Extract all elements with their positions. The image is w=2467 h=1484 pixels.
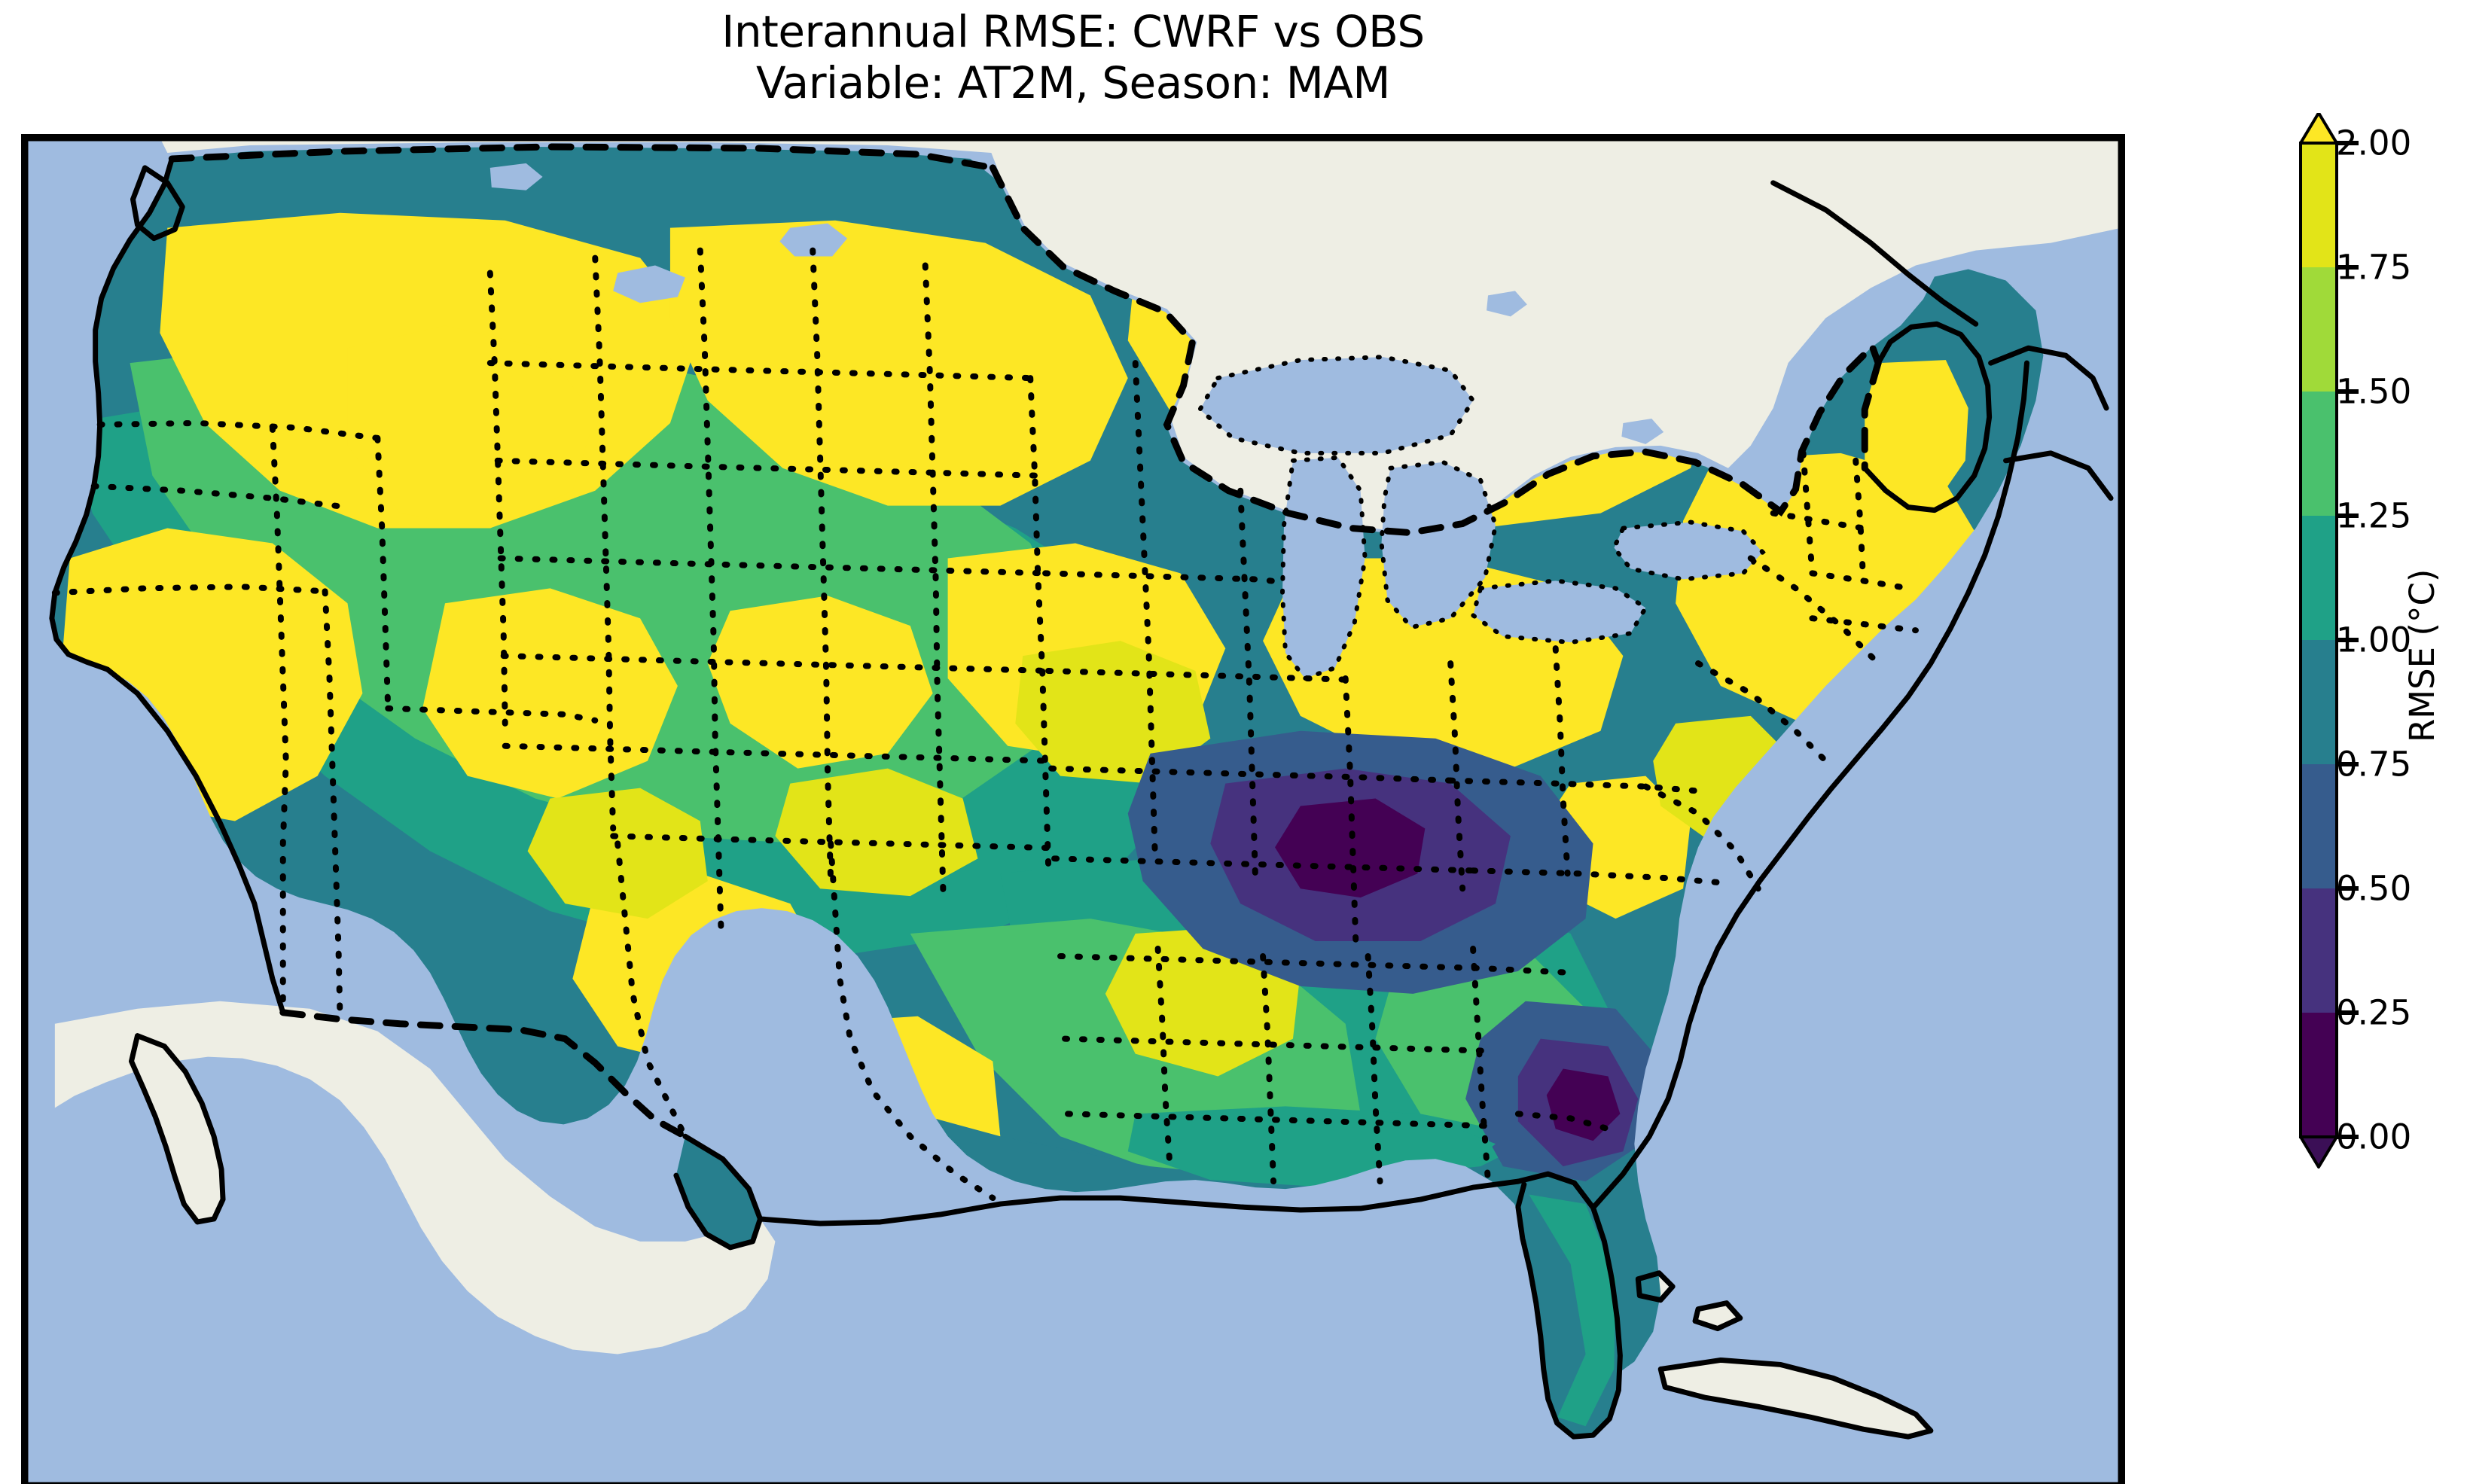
colorbar-swatches xyxy=(2299,113,2359,1169)
colorbar-tick-label-2-00: 2.00 xyxy=(2336,123,2412,163)
coastline-layer xyxy=(49,156,2114,1440)
colorbar[interactable]: 2.00 1.75 1.50 1.25 1.00 0.75 0.50 0.25 … xyxy=(2289,113,2467,1393)
colorbar-bands xyxy=(2301,143,2337,1137)
great-lakes xyxy=(489,163,1763,678)
colorbar-tick-label-0-50: 0.50 xyxy=(2336,868,2412,909)
colorbar-axis-label: RMSE (°C) xyxy=(2402,568,2442,742)
national-border-layer xyxy=(168,143,1882,1140)
rmse-contour-field xyxy=(25,138,2121,1484)
colorbar-tick-label-1-75: 1.75 xyxy=(2336,247,2412,288)
colorbar-under-arrow xyxy=(2299,1135,2338,1169)
colorbar-tick-label-0-75: 0.75 xyxy=(2336,744,2412,785)
colorbar-ticks xyxy=(2337,141,2359,1139)
map-frame xyxy=(25,138,2121,1484)
colorbar-tick-label-1-50: 1.50 xyxy=(2336,371,2412,412)
state-boundary-layer xyxy=(51,247,1919,1202)
title-line-2: Variable: AT2M, Season: MAM xyxy=(756,57,1390,109)
colorbar-tick-label-0-00: 0.00 xyxy=(2336,1117,2412,1157)
title-line-1: Interannual RMSE: CWRF vs OBS xyxy=(721,6,1425,57)
colorbar-tick-label-0-25: 0.25 xyxy=(2336,992,2412,1033)
map-plot[interactable] xyxy=(25,138,2121,1484)
colorbar-tick-label-1-25: 1.25 xyxy=(2336,495,2412,536)
figure-title: Interannual RMSE: CWRF vs OBS Variable: … xyxy=(0,6,2146,109)
colorbar-tick-label-1-00: 1.00 xyxy=(2336,620,2412,660)
map-axes[interactable] xyxy=(21,134,2125,1484)
lake-outline-layer xyxy=(1197,355,1766,681)
colorbar-over-arrow xyxy=(2299,113,2338,145)
